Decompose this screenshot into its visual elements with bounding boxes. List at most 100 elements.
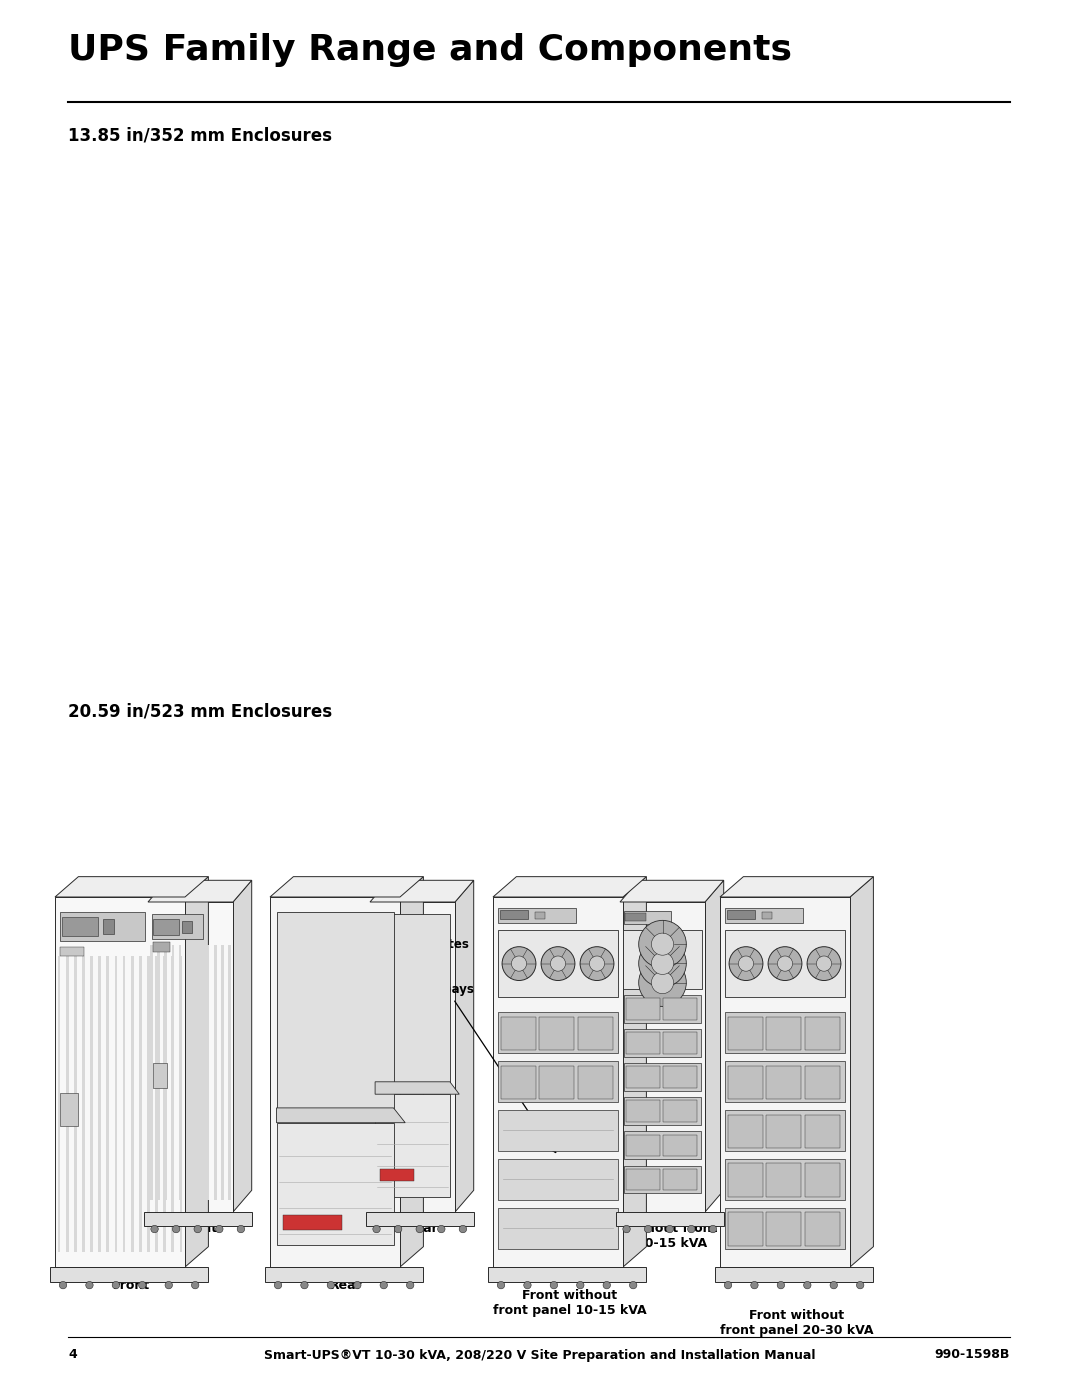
Bar bbox=[761, 912, 772, 919]
Bar bbox=[66, 956, 69, 1252]
Bar bbox=[283, 1215, 341, 1229]
Polygon shape bbox=[620, 880, 724, 902]
Bar bbox=[728, 1017, 762, 1051]
Bar bbox=[498, 908, 577, 923]
Bar bbox=[805, 1164, 839, 1197]
Bar bbox=[90, 956, 93, 1252]
Bar bbox=[620, 902, 705, 1213]
Circle shape bbox=[191, 1281, 199, 1289]
Bar bbox=[578, 1066, 612, 1099]
Bar bbox=[720, 897, 850, 1267]
Bar bbox=[123, 956, 125, 1252]
Polygon shape bbox=[623, 877, 647, 1267]
Text: Front without front panel
10-15 kVA: Front without front panel 10-15 kVA bbox=[583, 1222, 760, 1250]
Bar bbox=[805, 1066, 839, 1099]
Bar bbox=[492, 897, 623, 1267]
Bar bbox=[725, 1111, 845, 1151]
Circle shape bbox=[512, 956, 527, 971]
Polygon shape bbox=[233, 880, 252, 1213]
Bar bbox=[207, 946, 210, 1200]
Circle shape bbox=[406, 1281, 414, 1289]
Circle shape bbox=[603, 1281, 610, 1289]
Bar bbox=[663, 997, 698, 1020]
Bar bbox=[766, 1066, 801, 1099]
Circle shape bbox=[577, 1281, 584, 1289]
Bar bbox=[626, 1169, 660, 1190]
Bar bbox=[715, 1267, 874, 1282]
Bar bbox=[663, 1169, 698, 1190]
Bar bbox=[380, 1169, 415, 1180]
Bar bbox=[150, 946, 152, 1200]
Bar bbox=[616, 1213, 724, 1227]
Bar bbox=[158, 946, 160, 1200]
Polygon shape bbox=[185, 877, 208, 1267]
Bar bbox=[626, 1066, 660, 1088]
Circle shape bbox=[710, 1225, 717, 1232]
Bar bbox=[153, 1063, 166, 1088]
Circle shape bbox=[816, 956, 832, 971]
Bar bbox=[172, 956, 174, 1252]
Circle shape bbox=[651, 933, 674, 956]
Text: Front: Front bbox=[181, 1222, 218, 1235]
Circle shape bbox=[638, 958, 686, 1006]
Bar bbox=[578, 1017, 612, 1051]
Bar bbox=[725, 908, 804, 923]
Bar bbox=[728, 1213, 762, 1246]
Bar bbox=[147, 956, 150, 1252]
Bar bbox=[131, 956, 134, 1252]
Bar bbox=[498, 1111, 618, 1151]
Bar bbox=[152, 915, 203, 939]
Bar bbox=[366, 1213, 474, 1227]
Bar bbox=[535, 912, 545, 919]
Circle shape bbox=[751, 1281, 758, 1289]
Bar bbox=[805, 1017, 839, 1051]
Bar bbox=[73, 956, 77, 1252]
Bar bbox=[725, 1160, 845, 1200]
Circle shape bbox=[725, 1281, 732, 1289]
Circle shape bbox=[739, 956, 754, 971]
Bar bbox=[766, 1164, 801, 1197]
Text: 4: 4 bbox=[68, 1348, 77, 1362]
Text: 990-1598B: 990-1598B bbox=[934, 1348, 1010, 1362]
Bar bbox=[624, 1132, 701, 1160]
Polygon shape bbox=[270, 877, 423, 897]
Circle shape bbox=[804, 1281, 811, 1289]
Text: Front without
front panel 10-15 kVA: Front without front panel 10-15 kVA bbox=[492, 1289, 647, 1317]
Bar bbox=[60, 1092, 79, 1126]
Bar bbox=[539, 1066, 575, 1099]
Polygon shape bbox=[375, 1081, 459, 1094]
Circle shape bbox=[580, 947, 613, 981]
Circle shape bbox=[437, 1225, 445, 1232]
Circle shape bbox=[638, 940, 686, 988]
Circle shape bbox=[502, 947, 536, 981]
Bar bbox=[200, 946, 202, 1200]
Text: Rear: Rear bbox=[405, 1222, 438, 1235]
Bar bbox=[163, 956, 166, 1252]
Bar bbox=[498, 1062, 618, 1102]
Circle shape bbox=[645, 1225, 652, 1232]
Bar bbox=[55, 897, 185, 1267]
Circle shape bbox=[138, 1281, 146, 1289]
Text: UPS Family Range and Components: UPS Family Range and Components bbox=[68, 34, 792, 67]
Bar bbox=[766, 1017, 801, 1051]
Bar bbox=[805, 1115, 839, 1148]
Bar bbox=[60, 912, 145, 942]
Bar bbox=[107, 956, 109, 1252]
Circle shape bbox=[524, 1281, 531, 1289]
Polygon shape bbox=[148, 880, 252, 902]
Circle shape bbox=[59, 1281, 67, 1289]
Bar bbox=[172, 946, 174, 1200]
Bar bbox=[153, 919, 178, 935]
Bar bbox=[624, 911, 671, 923]
Bar bbox=[183, 921, 192, 933]
Polygon shape bbox=[850, 877, 874, 1267]
Circle shape bbox=[666, 1225, 674, 1232]
Circle shape bbox=[856, 1281, 864, 1289]
Circle shape bbox=[551, 956, 566, 971]
Bar bbox=[228, 946, 231, 1200]
Bar bbox=[626, 1032, 660, 1053]
Bar bbox=[725, 930, 845, 997]
Bar bbox=[265, 1267, 423, 1282]
Circle shape bbox=[651, 953, 674, 975]
Bar bbox=[663, 1032, 698, 1053]
